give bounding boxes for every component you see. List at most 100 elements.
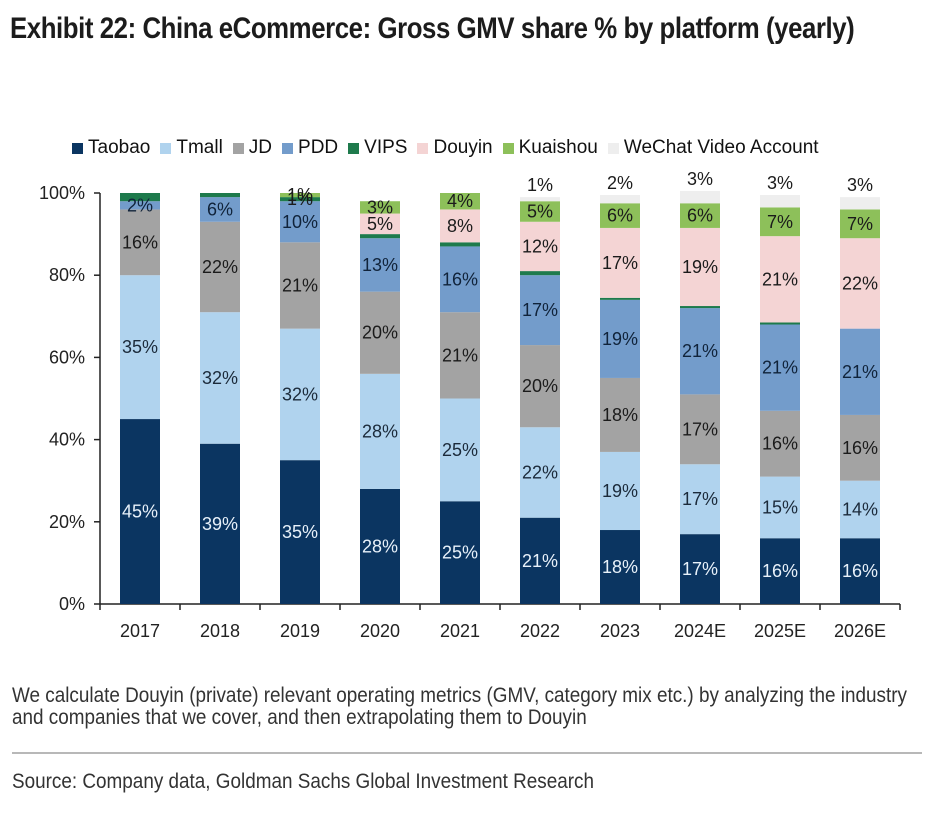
data-label: 20% [522, 376, 558, 396]
chart-plot: 0% 20% 40% 60% 80% 100% 45% 35% 16% 2% 2017 39% 32% 2… [39, 169, 901, 641]
data-label: 21% [442, 345, 478, 365]
data-label: 39% [202, 514, 238, 534]
bar-segment-pdd [520, 275, 560, 346]
bar-segment-taobao [280, 460, 320, 604]
data-label: 4% [447, 191, 473, 211]
data-label: 5% [527, 201, 553, 221]
bar-segment-kuaishou [280, 193, 320, 198]
data-label: 1% [527, 175, 553, 195]
y-tick-label: 60% [49, 347, 85, 367]
data-label: 8% [447, 216, 473, 236]
bar-segment-tmall [440, 398, 480, 502]
bar-segment-tmall [360, 373, 400, 489]
bar-segment-taobao [600, 530, 640, 604]
data-label: 19% [682, 257, 718, 277]
x-tick-label: 2022 [520, 621, 560, 641]
legend-swatch [348, 142, 360, 154]
data-label: 17% [522, 300, 558, 320]
data-label: 32% [202, 368, 238, 388]
data-label: 25% [442, 543, 478, 563]
legend-swatch [417, 142, 429, 154]
data-label: 16% [842, 561, 878, 581]
legend-label: PDD [298, 137, 339, 158]
bar-segment-pdd [360, 238, 400, 292]
data-label: 6% [607, 206, 633, 226]
data-label: 16% [442, 269, 478, 289]
chart-note: We calculate Douyin (private) relevant o… [12, 684, 907, 729]
data-label: 12% [522, 236, 558, 256]
data-label: 22% [522, 462, 558, 482]
x-tick-label: 2026E [834, 621, 886, 641]
bar-segment-jd [520, 345, 560, 428]
bar-segment-vips [120, 193, 160, 202]
data-label: 7% [767, 212, 793, 232]
data-label: 15% [762, 497, 798, 517]
bar-segment-tmall [840, 480, 880, 539]
legend-label: JD [248, 137, 273, 158]
bar-segment-vips [200, 193, 240, 198]
bar-segment-tmall [280, 328, 320, 461]
bar-segment-douyin [440, 209, 480, 243]
legend-swatch [502, 142, 514, 154]
y-tick-label: 0% [59, 594, 85, 614]
legend-item: JD [232, 137, 273, 159]
bar-segment-kuaishou [440, 193, 480, 210]
chart-title: Exhibit 22: China eCommerce: Gross GMV s… [10, 12, 855, 45]
data-label: 20% [362, 323, 398, 343]
data-label: 22% [842, 273, 878, 293]
bar-segment-wechat-video-account [600, 195, 640, 204]
data-label: 1% [287, 185, 313, 205]
data-label: 28% [362, 536, 398, 556]
bar-segment-taobao [680, 534, 720, 604]
y-tick-label: 20% [49, 512, 85, 532]
data-label: 18% [602, 557, 638, 577]
data-label: 19% [602, 329, 638, 349]
data-label: 21% [762, 358, 798, 378]
legend-label: Douyin [433, 137, 493, 158]
bar-segment-kuaishou [520, 201, 560, 222]
y-tick-label: 100% [39, 183, 85, 203]
legend-item: Kuaishou [502, 137, 598, 159]
x-tick-label: 2017 [120, 621, 160, 641]
data-label: 19% [602, 481, 638, 501]
bar-segment-pdd [280, 201, 320, 243]
data-label: 17% [682, 559, 718, 579]
legend-swatch [72, 142, 83, 154]
bar-segment-vips [760, 322, 800, 325]
bar-segment-tmall [600, 451, 640, 531]
bar-segment-pdd [840, 328, 880, 415]
bar-segment-kuaishou [360, 201, 400, 214]
bar-segment-tmall [760, 476, 800, 539]
bar-segment-taobao [520, 517, 560, 604]
data-label: 17% [682, 419, 718, 439]
data-label: 3% [847, 175, 873, 195]
bar-segment-vips [680, 306, 720, 309]
data-label: 17% [682, 489, 718, 509]
x-tick-label: 2024E [674, 621, 726, 641]
bar-segment-pdd [600, 299, 640, 378]
bar-segment-jd [600, 377, 640, 452]
data-label: 28% [362, 421, 398, 441]
bar-segment-vips [520, 271, 560, 276]
bar-segment-jd [760, 410, 800, 477]
data-label: 16% [122, 232, 158, 252]
bar-segment-taobao [200, 443, 240, 604]
bar-segment-douyin [760, 236, 800, 323]
legend-label: Taobao [88, 137, 151, 158]
bar-segment-jd [840, 414, 880, 481]
bar-segment-taobao [760, 538, 800, 604]
x-tick-label: 2020 [360, 621, 400, 641]
legend-item: VIPS [348, 137, 407, 159]
bar-segment-wechat-video-account [680, 190, 720, 204]
bar-segment-jd [280, 242, 320, 329]
bar-segment-taobao [360, 488, 400, 604]
legend-swatch [607, 142, 619, 154]
bar-segment-taobao [840, 538, 880, 604]
data-label: 17% [602, 253, 638, 273]
legend-swatch [282, 142, 294, 154]
data-label: 10% [282, 212, 318, 232]
data-label: 18% [602, 405, 638, 425]
x-tick-label: 2019 [280, 621, 320, 641]
bar-segment-douyin [600, 227, 640, 298]
bar-segment-pdd [680, 308, 720, 395]
